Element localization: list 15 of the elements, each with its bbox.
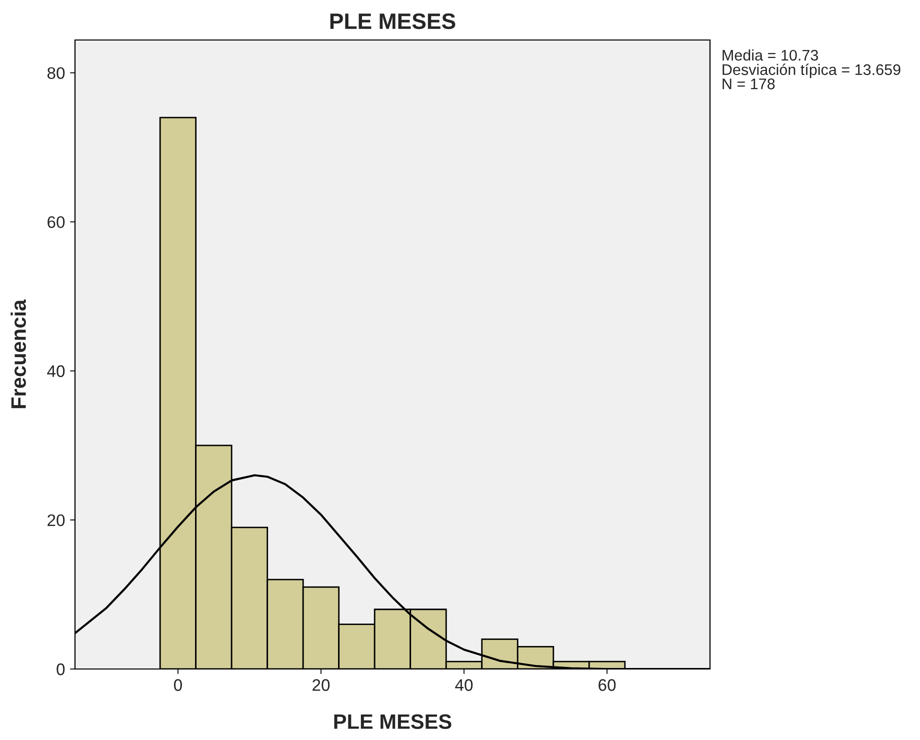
y-tick-label: 40 — [47, 365, 65, 378]
x-tick-label: 60 — [598, 679, 616, 691]
chart-title: PLE MESES — [330, 13, 456, 30]
text: Media = 10.73 — [722, 49, 818, 61]
x-tick-label: 40 — [455, 679, 473, 691]
x-axis-title: PLE MESES — [334, 714, 452, 730]
text: N = 178 — [722, 78, 775, 90]
x-tick-label: 20 — [312, 679, 330, 691]
y-tick-label: 80 — [47, 67, 65, 79]
y-tick-label: 0 — [56, 663, 65, 676]
y-tick-label: 60 — [48, 216, 65, 228]
x-tick-label: 0 — [174, 679, 182, 691]
text: Desviación típica = 13.659 — [722, 64, 900, 78]
y-tick-label: 20 — [48, 514, 65, 526]
y-axis-title: Frecuencia — [10, 299, 26, 408]
